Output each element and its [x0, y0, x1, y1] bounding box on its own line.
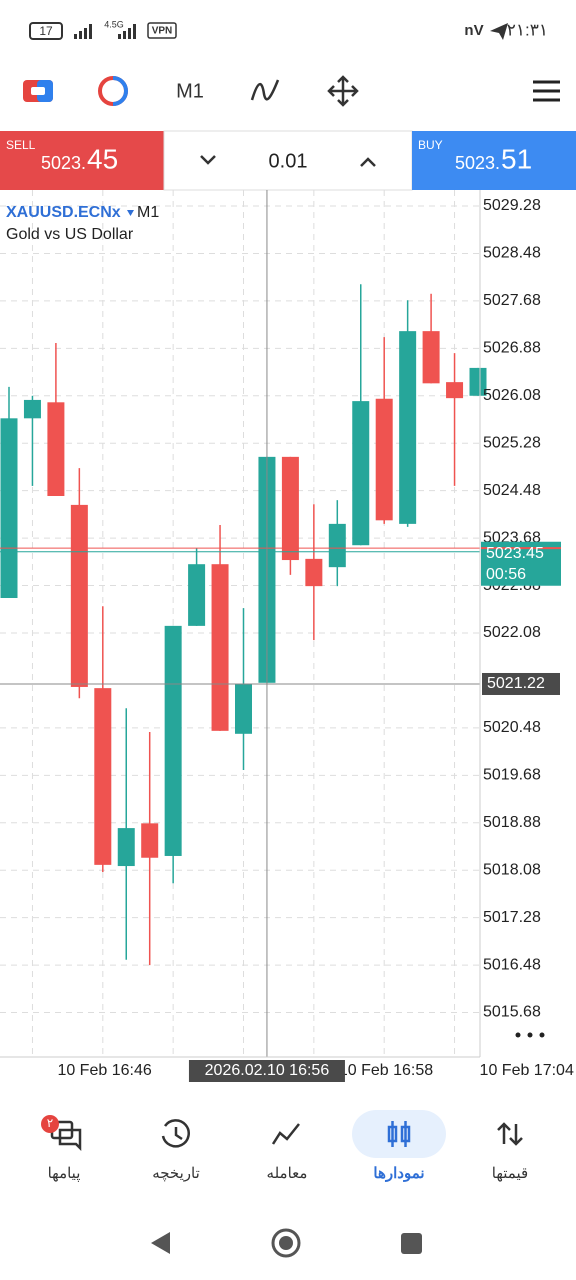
candle-body [70, 504, 88, 687]
charts-icon[interactable] [387, 1121, 411, 1147]
clock: ۲۱:۳۱ [507, 20, 548, 39]
symbol-name[interactable]: XAUUSD.ECNx [6, 204, 121, 221]
sell-price-big: 45 [87, 143, 118, 174]
crosshair-time-box [188, 1060, 345, 1082]
battery-level: 17 [39, 24, 53, 38]
symbol-description: Gold vs US Dollar [6, 226, 134, 243]
quotes-icon[interactable] [497, 1122, 523, 1146]
overlay: 5029.28 5028.48 5027.68 5026.88 5026.08 5025.… [0, 190, 574, 1082]
y-tick-label: 5026.88 [483, 340, 541, 357]
timeframe-button[interactable]: M1 [176, 80, 204, 102]
objects-button[interactable] [250, 79, 280, 101]
indicator-button[interactable] [98, 76, 128, 106]
y-tick-label: 5015.68 [483, 1004, 541, 1021]
candle-body [211, 564, 229, 731]
candle-body [446, 382, 464, 399]
y-tick-label: 5026.08 [483, 387, 541, 404]
signal-icon [74, 24, 136, 39]
candle-body [305, 558, 323, 587]
y-tick-label: 5025.28 [483, 434, 541, 451]
lot-decrease[interactable] [200, 155, 216, 165]
candle-body [94, 688, 112, 865]
symbols-button[interactable] [23, 80, 53, 102]
menu-button[interactable] [533, 80, 560, 102]
y-tick-label: 5022.08 [483, 624, 541, 641]
battery-icon [29, 22, 63, 40]
badge-count: ۲ [47, 1116, 53, 1130]
candle-body [141, 823, 159, 858]
crosshair-price: 5021.22 [487, 675, 545, 692]
symbol-dropdown[interactable] [127, 210, 134, 216]
buy-price-main: 5023. [455, 153, 500, 173]
crosshair-time: 2026.02.10 16:56 [205, 1062, 330, 1079]
network-type: 4.5G [104, 19, 124, 29]
candle-body [47, 402, 65, 496]
y-tick-label: 5018.88 [483, 814, 541, 831]
y-tick-label: 5024.48 [483, 482, 541, 499]
candle-body [117, 828, 135, 867]
trade-icon[interactable] [271, 1123, 300, 1145]
nav-label[interactable]: پیامها [48, 1165, 81, 1182]
candle-body [375, 398, 393, 521]
y-tick-label: 5018.08 [483, 861, 541, 878]
y-tick-label: 5019.68 [483, 767, 541, 784]
nav-label[interactable]: نمودارها [373, 1165, 424, 1182]
vpn-label: VPN [152, 26, 173, 37]
lot-size[interactable]: 0.01 [269, 150, 308, 172]
x-tick-label: 10 Feb 17:04 [480, 1062, 574, 1079]
bar-timer: 00:56 [486, 566, 526, 583]
nav-label[interactable]: معامله [267, 1165, 308, 1182]
more-button[interactable] [515, 1032, 545, 1038]
candle-body [422, 331, 440, 384]
y-tick-label: 5029.28 [483, 197, 541, 214]
nav-label[interactable]: قیمتها [492, 1165, 528, 1182]
y-tick-label: 5017.28 [483, 909, 541, 926]
candle-body [352, 401, 370, 546]
buy-button[interactable] [412, 131, 576, 190]
candle-body [0, 418, 18, 598]
sell-label: SELL [6, 138, 36, 152]
candle-body [164, 625, 182, 856]
messages-badge [41, 1115, 59, 1133]
y-tick-label: 5016.48 [483, 956, 541, 973]
candles [0, 284, 487, 966]
sell-price-main: 5023. [41, 153, 86, 173]
back-button[interactable] [151, 1232, 170, 1254]
history-icon[interactable] [161, 1119, 190, 1148]
home-button[interactable] [271, 1228, 301, 1258]
candle-body [188, 564, 206, 626]
candle-body [328, 523, 346, 568]
vpn-box [147, 22, 177, 39]
carrier-icon: nV [464, 22, 483, 39]
y-tick-label: 5027.68 [483, 292, 541, 309]
chart-timeframe: M1 [137, 204, 159, 221]
y-tick-label: 5028.48 [483, 245, 541, 262]
telegram-icon [490, 23, 508, 40]
candle-body [235, 683, 252, 734]
active-tab-pill [352, 1110, 446, 1158]
y-tick-label: 5020.48 [483, 719, 541, 736]
x-tick-label: 10 Feb 16:46 [57, 1062, 151, 1079]
buy-label: BUY [418, 138, 443, 152]
crosshair-button[interactable] [327, 75, 359, 107]
candle-body [281, 456, 299, 561]
x-tick-label: 10 Feb 16:58 [339, 1062, 433, 1079]
sell-button[interactable] [0, 131, 164, 190]
crosshair-price-box [482, 672, 560, 695]
nav-label[interactable]: تاریخچه [152, 1165, 200, 1182]
buy-price-big: 51 [501, 143, 532, 174]
candle-body [399, 331, 417, 524]
candle-body [23, 399, 41, 419]
lot-increase[interactable] [360, 157, 376, 167]
recents-button[interactable] [401, 1233, 422, 1254]
candle-body [469, 367, 487, 396]
bid-label: 5023.45 [486, 545, 544, 562]
